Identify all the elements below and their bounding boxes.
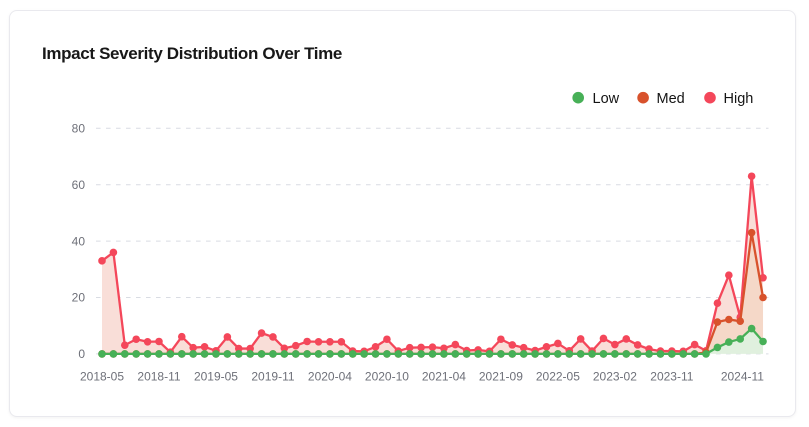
svg-text:2019-05: 2019-05	[194, 370, 238, 384]
svg-text:0: 0	[78, 347, 85, 361]
svg-text:2020-04: 2020-04	[308, 370, 352, 384]
svg-text:40: 40	[72, 234, 86, 248]
svg-text:20: 20	[72, 291, 86, 305]
svg-text:2020-10: 2020-10	[365, 370, 409, 384]
svg-text:Low: Low	[593, 91, 620, 107]
svg-text:80: 80	[72, 122, 86, 136]
svg-text:High: High	[724, 91, 754, 107]
svg-text:2021-09: 2021-09	[479, 370, 523, 384]
svg-text:2023-11: 2023-11	[650, 370, 693, 384]
svg-text:2023-02: 2023-02	[593, 370, 637, 384]
svg-text:60: 60	[72, 178, 86, 192]
svg-text:2018-05: 2018-05	[80, 370, 124, 384]
svg-text:2021-04: 2021-04	[422, 370, 466, 384]
svg-text:2022-05: 2022-05	[536, 370, 580, 384]
svg-text:2024-11: 2024-11	[721, 370, 764, 384]
svg-text:Impact Severity Distribution O: Impact Severity Distribution Over Time	[42, 44, 342, 63]
svg-text:Med: Med	[657, 91, 685, 107]
svg-text:2018-11: 2018-11	[137, 370, 180, 384]
svg-text:2019-11: 2019-11	[251, 370, 294, 384]
